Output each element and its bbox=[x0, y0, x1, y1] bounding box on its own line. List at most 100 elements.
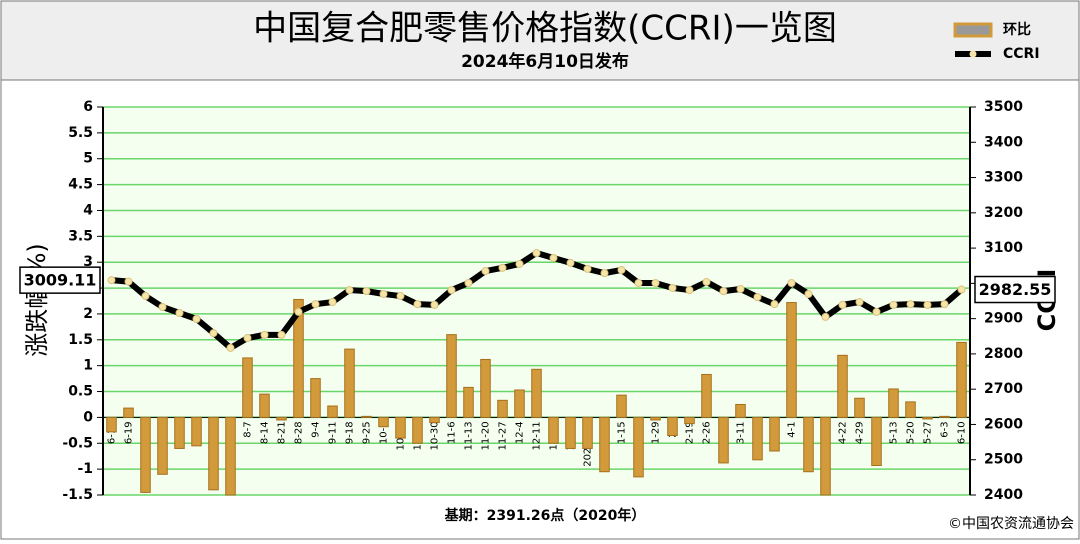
source: ©中国农资流通协会 bbox=[948, 516, 1074, 532]
y-tick-label: 3 bbox=[83, 254, 93, 270]
y-axis-title: 涨跌幅(%) bbox=[23, 243, 51, 357]
y2-tick-label: 2500 bbox=[984, 452, 1023, 468]
bar bbox=[599, 416, 610, 473]
x-tick-label: 11-20 bbox=[481, 421, 492, 450]
point bbox=[447, 286, 456, 295]
bar bbox=[531, 368, 542, 418]
bar bbox=[344, 348, 355, 418]
x-tick-label: 6-19 bbox=[124, 421, 135, 444]
y2-tick-label: 2900 bbox=[984, 311, 1023, 327]
point bbox=[396, 292, 405, 301]
legend-swatch bbox=[969, 50, 977, 58]
point bbox=[549, 253, 558, 262]
x-tick-label: 8-21 bbox=[277, 421, 288, 444]
bar bbox=[140, 416, 151, 493]
value-label: 2982.55 bbox=[979, 280, 1052, 299]
point bbox=[804, 289, 813, 298]
bar bbox=[378, 416, 389, 428]
bar bbox=[633, 416, 644, 478]
point bbox=[600, 269, 609, 278]
point bbox=[209, 329, 218, 338]
bar bbox=[259, 393, 270, 418]
bar bbox=[871, 416, 882, 467]
bar bbox=[582, 416, 593, 449]
point bbox=[226, 343, 235, 352]
point bbox=[889, 300, 898, 309]
y-tick-label: 6 bbox=[83, 99, 93, 115]
point bbox=[107, 276, 116, 285]
bar bbox=[293, 298, 304, 418]
base-note: 基期：2391.26点（2020年） bbox=[445, 507, 646, 524]
y2-tick-label: 2700 bbox=[984, 381, 1023, 397]
x-tick-label: 6-10 bbox=[957, 421, 968, 444]
bar bbox=[106, 416, 117, 433]
point bbox=[243, 334, 252, 343]
bar bbox=[684, 416, 695, 425]
x-tick-label: 4-22 bbox=[838, 421, 849, 444]
y-tick-label: 5.5 bbox=[68, 125, 93, 141]
x-tick-label: 10-9 bbox=[379, 421, 390, 444]
y-tick-label: 3.5 bbox=[68, 228, 93, 244]
point bbox=[634, 279, 643, 288]
bar bbox=[837, 354, 848, 418]
y-tick-label: -1.5 bbox=[62, 487, 93, 503]
bar bbox=[565, 416, 576, 449]
x-tick-label: 11-6 bbox=[447, 421, 458, 444]
x-tick-label: 4-29 bbox=[855, 421, 866, 444]
point bbox=[464, 279, 473, 288]
point bbox=[379, 289, 388, 298]
point bbox=[345, 286, 354, 295]
bar bbox=[123, 407, 134, 418]
value-label-box bbox=[974, 275, 1056, 304]
x-tick-label: 9-25 bbox=[362, 421, 373, 444]
x-tick-label: 11-13 bbox=[464, 421, 475, 450]
bar bbox=[276, 416, 287, 421]
point bbox=[957, 285, 966, 294]
bar bbox=[667, 416, 678, 437]
x-tick-label: 9-4 bbox=[311, 421, 322, 437]
point bbox=[668, 283, 677, 292]
x-tick-label: 1-29 bbox=[651, 421, 662, 444]
point bbox=[787, 279, 796, 288]
point bbox=[770, 300, 779, 309]
value-label-box bbox=[19, 266, 101, 294]
bar bbox=[803, 416, 814, 473]
bar bbox=[548, 416, 559, 444]
bar bbox=[650, 416, 661, 421]
point bbox=[175, 308, 184, 317]
point bbox=[702, 277, 711, 286]
bar bbox=[701, 373, 712, 418]
point bbox=[481, 267, 490, 276]
point bbox=[413, 300, 422, 309]
point bbox=[872, 307, 881, 316]
y2-tick-label: 3500 bbox=[984, 99, 1023, 115]
point bbox=[906, 300, 915, 309]
header bbox=[0, 0, 1080, 81]
bar bbox=[463, 386, 474, 418]
x-tick-label: 12-4 bbox=[515, 421, 526, 444]
x-tick-label: 8-28 bbox=[294, 421, 305, 444]
bar bbox=[480, 358, 491, 418]
bar bbox=[225, 416, 236, 496]
point bbox=[583, 264, 592, 273]
bar bbox=[956, 341, 967, 418]
bar bbox=[905, 401, 916, 418]
y-tick-label: 0 bbox=[83, 409, 93, 425]
x-tick-label: 2-19 bbox=[685, 421, 696, 444]
x-tick-label: 1-15 bbox=[617, 421, 628, 444]
y2-tick-label: 2400 bbox=[984, 487, 1023, 503]
point bbox=[532, 249, 541, 258]
point bbox=[311, 300, 320, 309]
point bbox=[277, 330, 286, 339]
y-tick-label: 5 bbox=[83, 151, 93, 167]
bar bbox=[446, 334, 457, 418]
point bbox=[362, 287, 371, 296]
x-tick-label: 5-13 bbox=[889, 421, 900, 444]
bar bbox=[395, 416, 406, 439]
value-label: 3009.11 bbox=[24, 271, 97, 290]
y-tick-label: 4 bbox=[83, 202, 93, 218]
x-tick-label: 8-7 bbox=[243, 421, 254, 437]
bar bbox=[208, 416, 219, 491]
bar bbox=[497, 399, 508, 418]
